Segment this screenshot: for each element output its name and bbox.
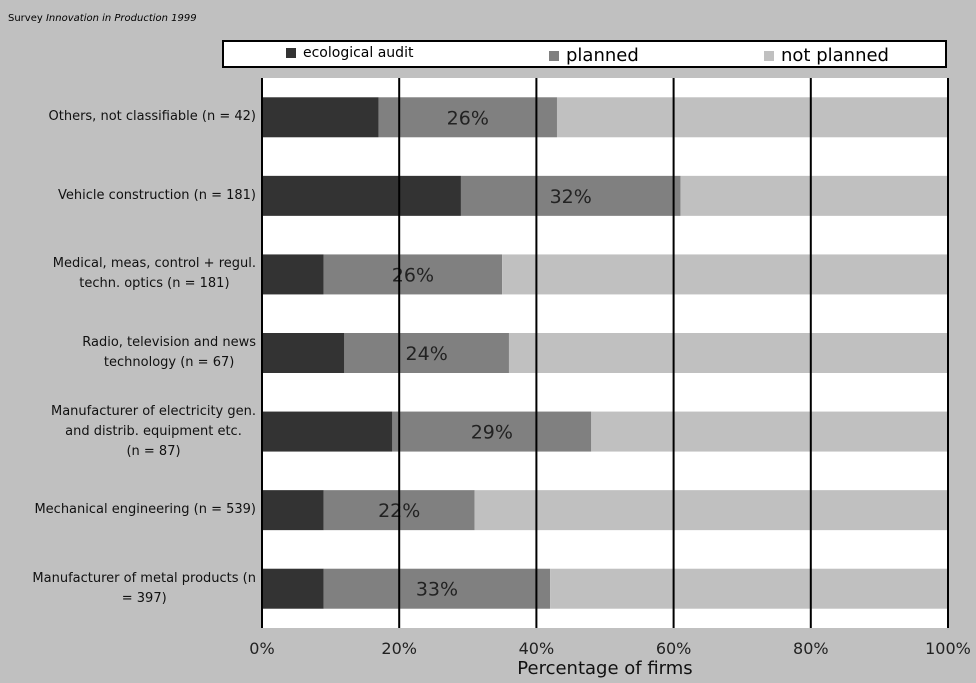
x-tick-label-1: 20% xyxy=(381,639,417,658)
bar-not-planned-3 xyxy=(508,333,948,373)
bar-planned-1 xyxy=(460,175,681,216)
category-label-0: Others, not classifiable (n = 42) xyxy=(48,109,257,125)
data-label-1: 32% xyxy=(550,186,592,208)
bar-ecological-audit-5 xyxy=(262,490,324,531)
legend-label-not-planned: not planned xyxy=(781,45,889,66)
bar-not-planned-2 xyxy=(502,254,948,295)
bar-planned-3 xyxy=(344,333,509,373)
data-label-4: 29% xyxy=(471,422,513,444)
data-label-6: 33% xyxy=(416,579,458,601)
source-note-title: Innovation in Production 1999 xyxy=(45,13,197,24)
category-label-1: Vehicle construction (n = 181) xyxy=(58,187,256,203)
bar-not-planned-6 xyxy=(550,568,948,609)
category-label-6: Manufacturer of metal products (n = 397) xyxy=(32,570,256,606)
legend-swatch-not-planned xyxy=(764,50,774,61)
bar-not-planned-5 xyxy=(474,490,948,531)
source-note: Survey Innovation in Production 1999 xyxy=(8,13,197,24)
bar-planned-6 xyxy=(323,568,551,609)
category-label-5: Mechanical engineering (n = 539) xyxy=(34,502,256,518)
legend-swatch-planned xyxy=(549,50,559,61)
bar-planned-0 xyxy=(378,97,557,138)
bar-not-planned-1 xyxy=(680,175,948,216)
bar-ecological-audit-2 xyxy=(262,254,324,295)
x-tick-label-5: 100% xyxy=(925,639,971,658)
data-label-2: 26% xyxy=(392,264,434,286)
category-label-3: Radio, television and news technology (n… xyxy=(82,335,256,370)
bar-ecological-audit-0 xyxy=(262,97,379,138)
legend-item-planned: planned xyxy=(549,45,639,66)
bar-not-planned-0 xyxy=(556,97,948,138)
x-tick-label-2: 40% xyxy=(519,639,555,658)
legend-label-ecological-audit: ecological audit xyxy=(303,45,414,61)
bar-planned-4 xyxy=(392,411,592,452)
category-label-4: Manufacturer of electricity gen. and dis… xyxy=(51,403,256,459)
data-label-3: 24% xyxy=(406,343,448,365)
legend: ecological audit planned not planned xyxy=(222,40,947,68)
bar-planned-2 xyxy=(323,254,503,295)
source-note-prefix: Survey xyxy=(8,13,43,24)
x-tick-label-3: 60% xyxy=(656,639,692,658)
category-label-2: Medical, meas, control + regul. techn. o… xyxy=(52,256,256,292)
legend-swatch-ecological-audit xyxy=(286,48,296,58)
data-label-0: 26% xyxy=(447,107,489,129)
bar-not-planned-4 xyxy=(591,411,948,452)
x-tick-label-0: 0% xyxy=(249,639,274,658)
bar-ecological-audit-6 xyxy=(262,568,324,609)
x-axis-title: Percentage of firms xyxy=(517,658,693,679)
legend-item-not-planned: not planned xyxy=(764,45,889,66)
legend-label-planned: planned xyxy=(566,45,639,66)
bar-ecological-audit-3 xyxy=(262,333,345,373)
bar-ecological-audit-4 xyxy=(262,411,393,452)
x-tick-label-4: 80% xyxy=(793,639,829,658)
bar-ecological-audit-1 xyxy=(262,175,461,216)
legend-item-ecological-audit: ecological audit xyxy=(286,45,413,61)
